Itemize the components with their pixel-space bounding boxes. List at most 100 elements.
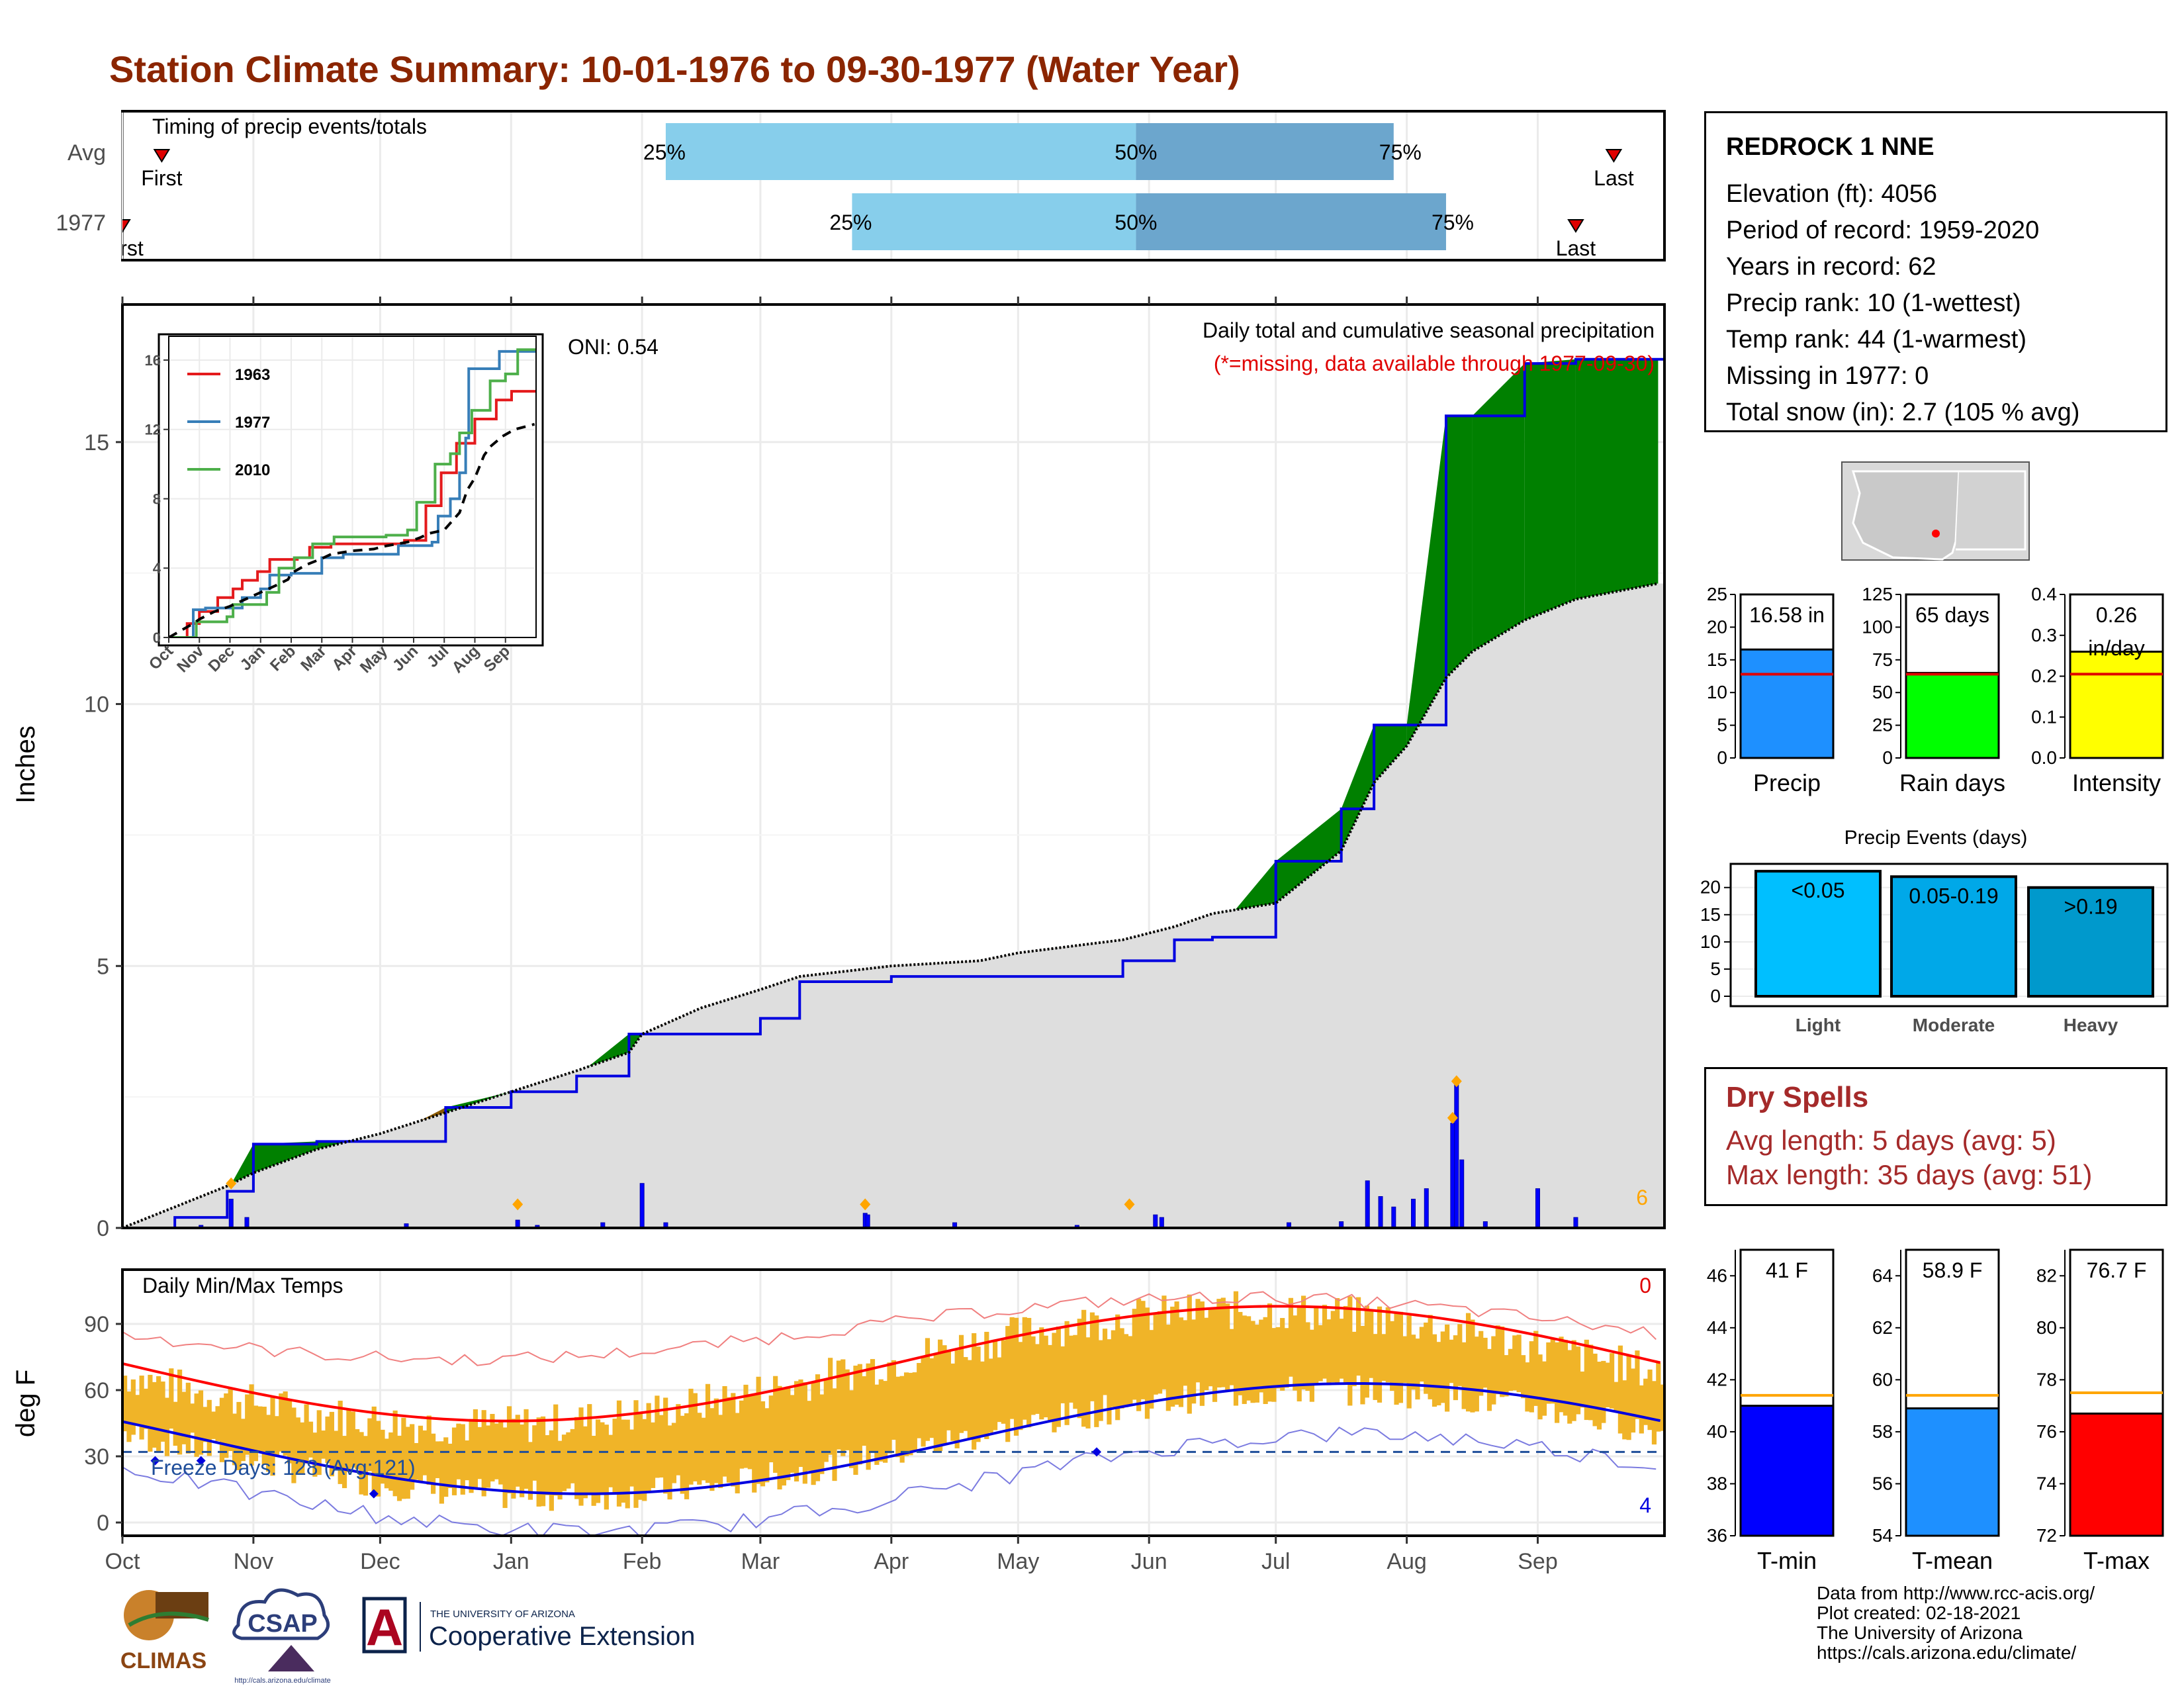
avg-max-temp-line bbox=[122, 1305, 1661, 1423]
daily-temp-bar bbox=[1064, 1321, 1069, 1425]
daily-temp-bar bbox=[211, 1411, 216, 1439]
daily-temp-bar bbox=[1056, 1327, 1061, 1427]
timing-pct-75: 75% bbox=[1432, 211, 1474, 234]
summary-bar-unit-label: in/day bbox=[2088, 636, 2144, 660]
daily-temp-bar bbox=[844, 1369, 850, 1450]
daily-temp-bar bbox=[485, 1425, 491, 1488]
daily-temp-bar bbox=[1486, 1348, 1492, 1411]
daily-temp-bar bbox=[891, 1360, 896, 1440]
ua-logo: A THE UNIVERSITY OF ARIZONA Cooperative … bbox=[362, 1597, 695, 1656]
event-bar-label: <0.05 bbox=[1792, 878, 1845, 902]
daily-temp-bar bbox=[274, 1416, 279, 1457]
temp-y-axis: 0 30 60 90 bbox=[84, 1312, 122, 1536]
daily-temp-bar bbox=[1457, 1324, 1463, 1386]
daily-temp-bar bbox=[1584, 1339, 1589, 1421]
events-y-tick-label: 0 bbox=[1710, 986, 1721, 1006]
temp-bar-y-tick-label: 42 bbox=[1707, 1369, 1727, 1389]
daily-temp-bar bbox=[963, 1357, 968, 1431]
daily-temp-bar bbox=[1288, 1297, 1294, 1377]
daily-temp-bar bbox=[933, 1353, 938, 1452]
summary-y-tick-label: 5 bbox=[1717, 715, 1727, 735]
daily-temp-bar bbox=[739, 1400, 745, 1469]
daily-temp-bar bbox=[1204, 1317, 1209, 1391]
daily-temp-bar bbox=[841, 1359, 846, 1456]
daily-temp-bar bbox=[169, 1368, 174, 1429]
daily-temp-bar bbox=[764, 1408, 770, 1483]
summary-bar-category: Precip bbox=[1753, 769, 1821, 796]
daily-temp-bar bbox=[355, 1429, 360, 1470]
az-map bbox=[1841, 461, 2030, 561]
daily-temp-bar bbox=[574, 1417, 580, 1499]
precip-anomaly-area bbox=[253, 1141, 317, 1173]
temp-top-count: 0 bbox=[1639, 1274, 1651, 1297]
daily-temp-bar bbox=[1195, 1299, 1201, 1383]
daily-temp-bar bbox=[984, 1331, 989, 1439]
summary-y-tick-label: 50 bbox=[1872, 682, 1893, 702]
daily-temp-bar bbox=[1178, 1317, 1184, 1407]
daily-temp-bar bbox=[1115, 1314, 1120, 1421]
precip-anomaly-area bbox=[1341, 725, 1375, 851]
daily-temp-bar bbox=[1005, 1326, 1011, 1442]
daily-temp-bar bbox=[1377, 1306, 1383, 1403]
summary-y-tick-label: 25 bbox=[1872, 715, 1893, 735]
month-label: May bbox=[997, 1549, 1039, 1574]
daily-temp-bar bbox=[938, 1339, 943, 1452]
temp-bar-y-tick-label: 76 bbox=[2036, 1421, 2057, 1442]
ua-block-frame bbox=[362, 1597, 407, 1654]
daily-temp-bar bbox=[122, 1376, 128, 1432]
inset-y-tick-label: 8 bbox=[153, 491, 161, 507]
summary-bar-0 bbox=[1739, 648, 1835, 759]
daily-temp-bar bbox=[1614, 1382, 1619, 1413]
daily-temp-bar bbox=[848, 1390, 854, 1468]
daily-temp-bar bbox=[929, 1358, 934, 1438]
daily-temp-bar bbox=[557, 1440, 563, 1500]
daily-temp-bar bbox=[798, 1379, 803, 1468]
daily-temp-bar bbox=[1242, 1315, 1247, 1404]
summary-bar-value-label: 16.58 in bbox=[1749, 603, 1825, 627]
daily-temp-bar bbox=[338, 1400, 343, 1484]
daily-temp-bar bbox=[1482, 1337, 1488, 1388]
precip-y-tick-label: 15 bbox=[84, 430, 109, 455]
temp-bar-y-tick-label: 36 bbox=[1707, 1525, 1727, 1546]
daily-temp-bar bbox=[1001, 1340, 1006, 1424]
daily-temp-bar bbox=[773, 1376, 778, 1473]
timing-row-avg: Avg bbox=[68, 140, 106, 165]
daily-precip-bar bbox=[1159, 1217, 1164, 1228]
station-info-box: REDROCK 1 NNE Elevation (ft): 4056 Perio… bbox=[1704, 111, 2167, 432]
daily-temp-bar bbox=[1440, 1331, 1445, 1403]
daily-temp-bar bbox=[790, 1395, 795, 1473]
daily-temp-bar bbox=[549, 1430, 554, 1511]
timing-pct-25: 25% bbox=[643, 140, 686, 164]
temp-bar-y-tick-label: 38 bbox=[1707, 1473, 1727, 1493]
daily-temp-bar bbox=[203, 1407, 208, 1442]
temp-bar-y-tick-label: 56 bbox=[1872, 1473, 1893, 1493]
daily-temp-bar bbox=[460, 1424, 465, 1495]
daily-temp-bar bbox=[819, 1394, 825, 1474]
daily-temp-bar bbox=[232, 1413, 238, 1466]
daily-temp-bar bbox=[401, 1417, 406, 1499]
daily-temp-bar bbox=[862, 1376, 867, 1446]
daily-temp-bar bbox=[1136, 1298, 1142, 1411]
daily-temp-bar bbox=[1643, 1378, 1649, 1425]
event-category: Light bbox=[1796, 1015, 1841, 1035]
daily-temp-bar bbox=[917, 1362, 922, 1438]
daily-temp-bar bbox=[194, 1393, 199, 1457]
missing-note: (*=missing, data available through 1977-… bbox=[1214, 352, 1655, 375]
daily-temp-bar bbox=[621, 1419, 626, 1503]
daily-temp-bar bbox=[443, 1437, 449, 1497]
timing-pct-75: 75% bbox=[1379, 140, 1422, 164]
daily-temp-bar bbox=[582, 1426, 588, 1499]
daily-temp-bar bbox=[1077, 1319, 1082, 1419]
summary-bar-value-label: 65 days bbox=[1915, 603, 1989, 627]
first-event-label: rst bbox=[120, 236, 144, 260]
month-label: Jun bbox=[1131, 1549, 1167, 1574]
daily-temp-bar bbox=[752, 1395, 757, 1493]
precip-anomaly-area bbox=[576, 1034, 629, 1076]
daily-temp-bar bbox=[156, 1376, 161, 1451]
daily-temp-bar bbox=[367, 1418, 373, 1472]
daily-temp-bar bbox=[722, 1385, 727, 1477]
daily-temp-bar bbox=[1596, 1362, 1602, 1430]
daily-temp-bar bbox=[270, 1396, 275, 1476]
record-high-line bbox=[122, 1291, 1657, 1366]
month-label: Dec bbox=[360, 1549, 400, 1574]
